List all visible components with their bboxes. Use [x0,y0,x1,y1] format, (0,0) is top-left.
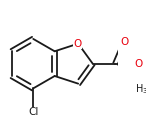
Text: O: O [120,37,128,47]
Text: Cl: Cl [28,108,38,117]
Text: O: O [135,59,143,69]
Text: H$_3$C: H$_3$C [135,82,146,96]
Text: O: O [73,39,82,49]
